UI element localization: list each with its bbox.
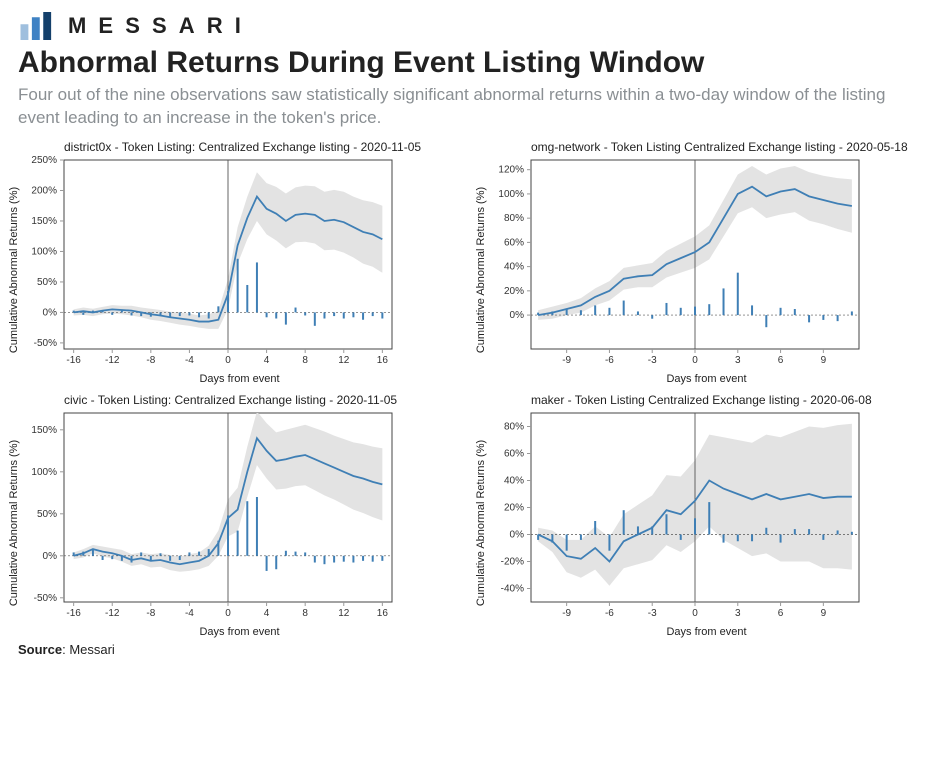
svg-text:-12: -12 <box>105 608 120 619</box>
svg-text:-50%: -50% <box>34 593 57 604</box>
svg-text:-16: -16 <box>66 608 81 619</box>
svg-text:100%: 100% <box>498 189 524 200</box>
svg-text:20%: 20% <box>504 502 524 513</box>
svg-text:-50%: -50% <box>34 338 57 349</box>
svg-text:-3: -3 <box>648 608 657 619</box>
svg-text:-40%: -40% <box>501 583 524 594</box>
svg-text:6: 6 <box>778 355 784 366</box>
svg-text:100%: 100% <box>31 467 57 478</box>
chart-svg: -16 -12 -8 -4 0 4 8 12 16 -50% 0% 50% 100% 150% 200% 25… <box>18 156 398 371</box>
svg-text:-9: -9 <box>562 608 571 619</box>
svg-text:0: 0 <box>692 355 698 366</box>
chart-svg: -9 -6 -3 0 3 6 9 0% 20% 40% 60% 80% 100% 120% <box>485 156 865 371</box>
svg-text:-6: -6 <box>605 355 614 366</box>
svg-text:-9: -9 <box>562 355 571 366</box>
chart-grid: district0x - Token Listing: Centralized … <box>18 138 928 638</box>
chart-svg: -9 -6 -3 0 3 6 9 -40% -20% 0% 20% 40% 60% 80% <box>485 409 865 624</box>
svg-text:9: 9 <box>821 608 827 619</box>
svg-text:4: 4 <box>264 608 270 619</box>
chart-title: maker - Token Listing Centralized Exchan… <box>531 393 928 407</box>
svg-text:6: 6 <box>778 608 784 619</box>
svg-text:-20%: -20% <box>501 556 524 567</box>
svg-text:-4: -4 <box>185 355 194 366</box>
x-axis-label: Days from event <box>18 373 461 385</box>
logo-bars-icon <box>18 12 58 40</box>
svg-text:-6: -6 <box>605 608 614 619</box>
source-line: Source: Messari <box>18 642 928 657</box>
page-subtitle: Four out of the nine observations saw st… <box>18 84 918 130</box>
svg-text:200%: 200% <box>31 185 57 196</box>
y-axis-label: Cumulative Abnormal Returns (%) <box>475 440 487 606</box>
svg-text:40%: 40% <box>504 475 524 486</box>
y-axis-label: Cumulative Abnormal Returns (%) <box>475 187 487 353</box>
chart-title: civic - Token Listing: Centralized Excha… <box>64 393 461 407</box>
chart-panel-omg: omg-network - Token Listing Centralized … <box>485 138 928 385</box>
x-axis-label: Days from event <box>485 626 928 638</box>
chart-panel-maker: maker - Token Listing Centralized Exchan… <box>485 391 928 638</box>
svg-text:4: 4 <box>264 355 270 366</box>
svg-text:20%: 20% <box>504 286 524 297</box>
svg-text:40%: 40% <box>504 261 524 272</box>
chart-panel-civic: civic - Token Listing: Centralized Excha… <box>18 391 461 638</box>
svg-text:12: 12 <box>338 608 350 619</box>
svg-text:0%: 0% <box>43 307 58 318</box>
x-axis-label: Days from event <box>18 626 461 638</box>
y-axis-label: Cumulative Abnormal Returns (%) <box>8 187 20 353</box>
svg-text:9: 9 <box>821 355 827 366</box>
svg-text:-4: -4 <box>185 608 194 619</box>
svg-text:120%: 120% <box>498 165 524 176</box>
svg-text:50%: 50% <box>37 277 57 288</box>
svg-text:16: 16 <box>377 355 389 366</box>
svg-text:150%: 150% <box>31 216 57 227</box>
svg-text:8: 8 <box>302 608 308 619</box>
svg-text:3: 3 <box>735 608 741 619</box>
svg-text:0%: 0% <box>510 310 525 321</box>
svg-text:100%: 100% <box>31 246 57 257</box>
x-axis-label: Days from event <box>485 373 928 385</box>
svg-text:-12: -12 <box>105 355 120 366</box>
source-label: Source <box>18 642 62 657</box>
chart-svg: -16 -12 -8 -4 0 4 8 12 16 -50% 0% 50% 100% 150% <box>18 409 398 624</box>
svg-text:60%: 60% <box>504 237 524 248</box>
svg-text:3: 3 <box>735 355 741 366</box>
svg-text:80%: 80% <box>504 421 524 432</box>
svg-text:12: 12 <box>338 355 350 366</box>
brand-logo: MESSARI <box>18 12 928 40</box>
svg-text:150%: 150% <box>31 425 57 436</box>
svg-text:-16: -16 <box>66 355 81 366</box>
chart-panel-district0x: district0x - Token Listing: Centralized … <box>18 138 461 385</box>
svg-text:-8: -8 <box>146 355 155 366</box>
brand-text: MESSARI <box>68 13 253 39</box>
chart-title: district0x - Token Listing: Centralized … <box>64 140 461 154</box>
svg-text:-8: -8 <box>146 608 155 619</box>
page-title: Abnormal Returns During Event Listing Wi… <box>18 46 928 80</box>
source-value: Messari <box>69 642 115 657</box>
svg-text:80%: 80% <box>504 213 524 224</box>
svg-text:250%: 250% <box>31 156 57 166</box>
svg-text:-3: -3 <box>648 355 657 366</box>
svg-text:0: 0 <box>225 608 231 619</box>
svg-text:0: 0 <box>692 608 698 619</box>
svg-text:0%: 0% <box>43 551 58 562</box>
svg-text:60%: 60% <box>504 448 524 459</box>
svg-text:8: 8 <box>302 355 308 366</box>
y-axis-label: Cumulative Abnormal Returns (%) <box>8 440 20 606</box>
svg-text:50%: 50% <box>37 509 57 520</box>
svg-text:0%: 0% <box>510 529 525 540</box>
chart-title: omg-network - Token Listing Centralized … <box>531 140 928 154</box>
svg-text:16: 16 <box>377 608 389 619</box>
svg-text:0: 0 <box>225 355 231 366</box>
